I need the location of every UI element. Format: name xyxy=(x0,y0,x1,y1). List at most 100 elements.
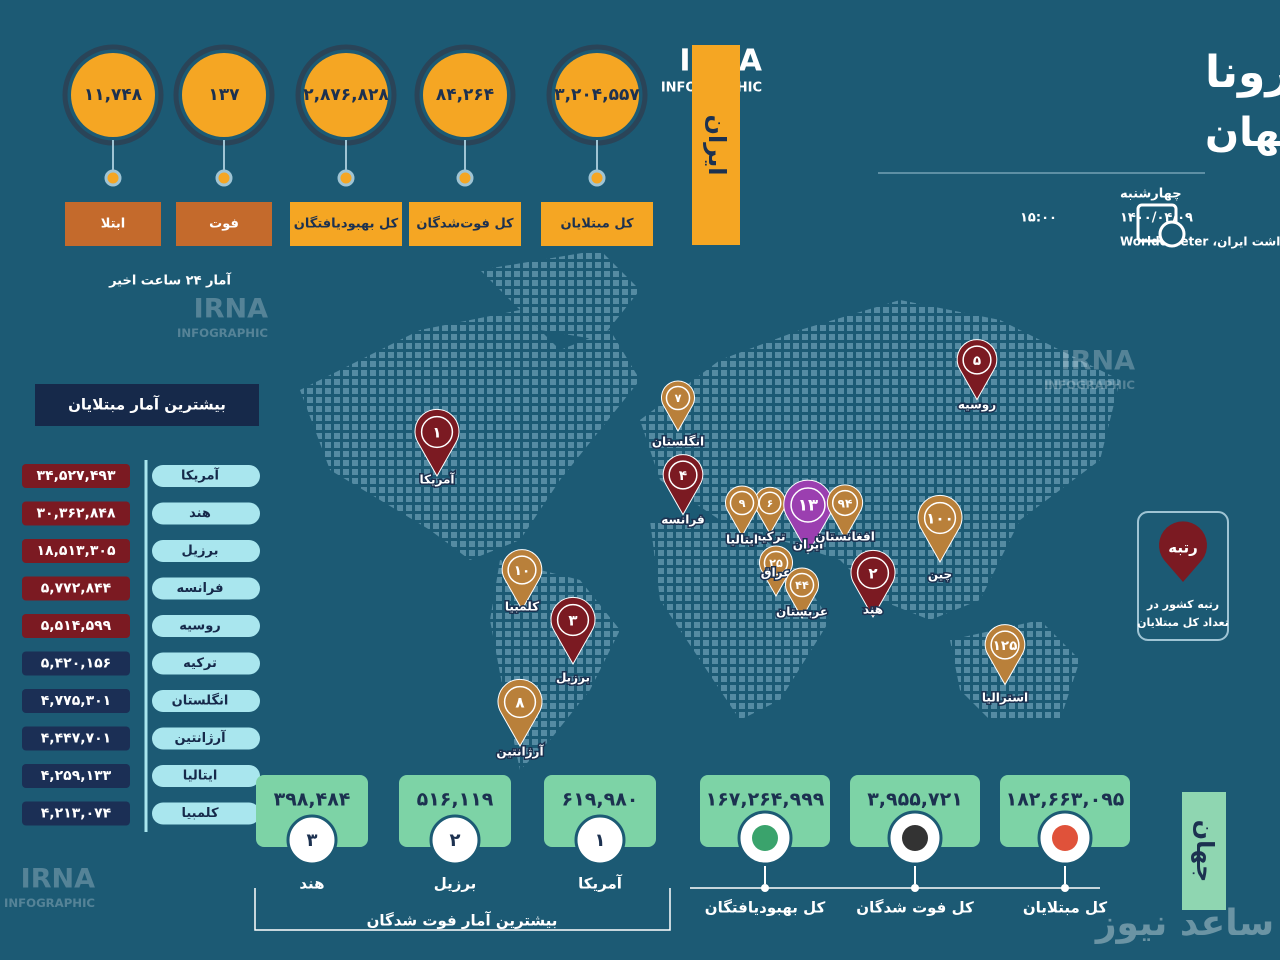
value-box xyxy=(22,501,130,526)
world-icon-inner xyxy=(752,825,778,851)
death-country: برزیل xyxy=(434,875,477,893)
map-pin xyxy=(956,339,998,401)
country-bar xyxy=(152,690,260,712)
legend-box xyxy=(1137,511,1229,641)
clock-icon xyxy=(1158,220,1186,248)
rank-circle xyxy=(574,814,626,866)
pin-label: چین xyxy=(928,568,952,582)
dot xyxy=(456,169,474,187)
pin-inner xyxy=(507,555,537,585)
value: ۳۰,۳۶۲,۸۴۸ xyxy=(37,506,116,522)
country-bar xyxy=(152,540,260,562)
brand: IRNA xyxy=(21,864,95,895)
map-pin xyxy=(785,567,819,620)
death-rank: ۲ xyxy=(450,830,461,851)
map-pin xyxy=(414,408,460,478)
death-value: ۵۱۶,۱۱۹ xyxy=(417,789,494,811)
stat-value: ۸۴,۲۶۴ xyxy=(436,85,494,105)
pin-label: انگلستان xyxy=(652,435,704,449)
brand-sub: INFOGRAPHIC xyxy=(1044,378,1135,392)
stat-label: کل بهبودیافتگان xyxy=(294,216,399,232)
legend-title: رتبه xyxy=(1168,539,1198,557)
stat-circle xyxy=(182,53,266,137)
note: آمار ۲۴ ساعت اخیر xyxy=(108,272,231,289)
map-pin xyxy=(725,485,759,538)
brand: IRNA xyxy=(194,294,268,325)
country-bar xyxy=(152,802,260,825)
stat-value: ۱۱,۷۴۸ xyxy=(84,85,143,105)
pin-label: فرانسه xyxy=(661,513,704,527)
country-bar xyxy=(152,765,260,787)
stat-circle xyxy=(555,53,639,137)
world-icon-inner xyxy=(1052,825,1078,851)
day: چهارشنبه xyxy=(1120,187,1182,202)
pin-rank: ۱۰ xyxy=(514,563,530,579)
value: ۵,۴۲۰,۱۵۶ xyxy=(41,656,111,672)
death-country: آمریکا xyxy=(578,875,623,893)
pin-label: آمریکا xyxy=(420,472,456,487)
pin-inner xyxy=(990,630,1020,660)
value: ۴,۲۵۹,۱۳۳ xyxy=(41,768,112,784)
dot xyxy=(104,169,122,187)
map-pin xyxy=(550,596,596,666)
country: هند xyxy=(189,506,211,521)
world-tab xyxy=(1182,792,1226,910)
rank-circle xyxy=(286,814,338,866)
dot xyxy=(337,169,355,187)
death-bracket xyxy=(254,888,671,931)
value: ۵,۷۷۲,۸۴۴ xyxy=(41,581,112,597)
pin-inner xyxy=(856,556,890,590)
pin-label: هند xyxy=(863,603,883,617)
value: ۱۸,۵۱۳,۳۰۵ xyxy=(37,543,116,559)
pin-rank: ۱۰۰ xyxy=(926,510,953,528)
death-value: ۶۱۹,۹۸۰ xyxy=(562,789,639,811)
pin-inner xyxy=(763,550,789,576)
pin-label: استرالیا xyxy=(982,691,1028,705)
pin-label: ایران xyxy=(793,538,823,552)
value-box xyxy=(22,576,130,601)
pin-rank: ۶ xyxy=(767,498,773,510)
map-pin xyxy=(826,484,864,540)
stat-label-box xyxy=(409,202,521,246)
pin-label: عراق xyxy=(761,566,792,580)
country-bar xyxy=(152,727,260,750)
death-title: بیشترین آمار فوت شدگان xyxy=(367,912,558,930)
iran-label: ایران xyxy=(703,115,731,176)
pin-inner xyxy=(729,490,755,516)
value: ۴,۷۷۵,۳۰۱ xyxy=(41,693,111,709)
map-pin xyxy=(661,380,695,433)
brand-sub: INFOGRAPHIC xyxy=(4,896,95,910)
pin-inner xyxy=(758,491,782,515)
stat-label-box xyxy=(541,202,653,246)
stat-value: ۱۳۷ xyxy=(208,85,240,105)
stat-circle xyxy=(71,53,155,137)
country: کلمبیا xyxy=(181,806,219,821)
pin-label: آرژانتین xyxy=(496,744,544,759)
map-pin xyxy=(662,454,704,516)
iran-tab xyxy=(692,45,740,245)
pin-label: ایتالیا xyxy=(726,533,758,547)
death-value: ۳۹۸,۴۸۴ xyxy=(274,789,351,811)
pin-inner xyxy=(668,460,698,490)
country: روسیه xyxy=(179,619,221,634)
legend-pin xyxy=(1159,521,1208,582)
pin-rank: ۹ xyxy=(739,497,746,510)
world-label: کل بهبودیافتگان xyxy=(705,899,826,917)
pin-rank: ۱ xyxy=(432,424,441,442)
value: ۴,۲۱۳,۰۷۴ xyxy=(41,806,112,822)
title: در ایران و جهان xyxy=(1205,110,1280,156)
country: ایتالیا xyxy=(183,769,218,784)
value-box xyxy=(22,801,130,826)
world-value: ۳,۹۵۵,۷۲۱ xyxy=(867,789,963,811)
death-card xyxy=(256,775,368,847)
pin-rank: ۴۴ xyxy=(795,579,809,592)
stat-label-box xyxy=(290,202,402,246)
pin-rank: ۳ xyxy=(568,612,577,630)
value-box xyxy=(22,651,130,676)
country: برزیل xyxy=(182,544,219,559)
pin-rank: ۲۵ xyxy=(769,557,783,570)
country-bar xyxy=(152,502,260,525)
pin-rank: ۲ xyxy=(868,565,877,583)
map-pin xyxy=(759,545,793,598)
